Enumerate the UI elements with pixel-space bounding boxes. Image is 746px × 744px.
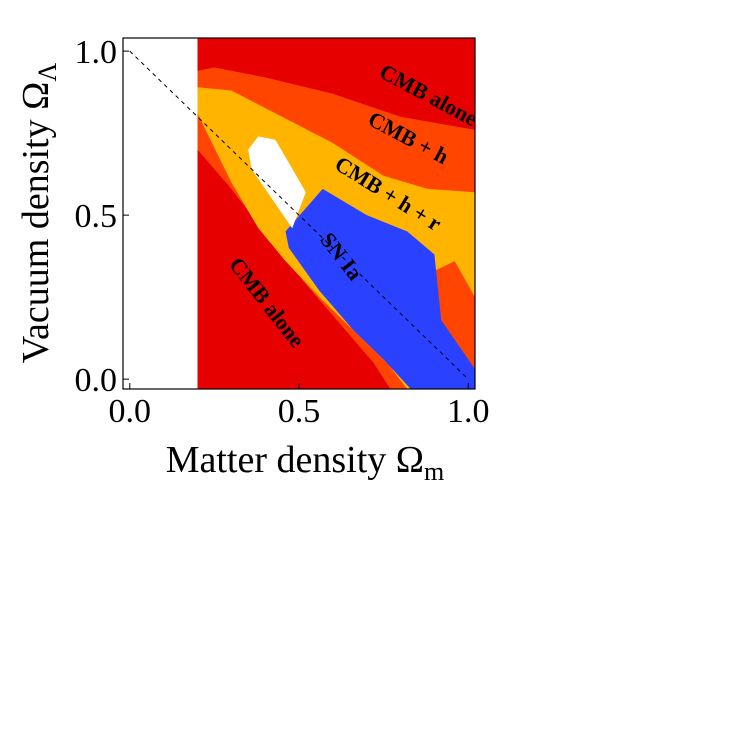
- x-axis-label-text: Matter density Ω: [166, 439, 424, 481]
- y-axis-label: Vacuum density ΩΛ: [15, 63, 62, 364]
- x-tick-label-1: 0.5: [278, 393, 321, 430]
- flat-universe-guide-line: [129, 50, 469, 380]
- x-axis-ticks: 0.0 0.5 1.0: [109, 383, 490, 430]
- y-axis-label-text: Vacuum density Ω: [15, 82, 57, 364]
- confidence-regions: [197, 38, 475, 389]
- y-axis-ticks: 0.0 0.5 1.0: [75, 34, 129, 399]
- x-tick-label-0: 0.0: [109, 393, 152, 430]
- region-sn-ia: [285, 188, 475, 389]
- y-axis-label-subscript: Λ: [33, 63, 62, 82]
- y-tick-label-2: 1.0: [75, 34, 118, 71]
- x-axis-label: Matter density Ωm: [166, 439, 445, 486]
- x-axis-label-subscript: m: [424, 457, 444, 486]
- y-tick-label-1: 0.5: [75, 198, 118, 235]
- y-tick-label-0: 0.0: [75, 362, 118, 399]
- region-combined: [248, 136, 306, 229]
- x-tick-label-2: 1.0: [447, 393, 490, 430]
